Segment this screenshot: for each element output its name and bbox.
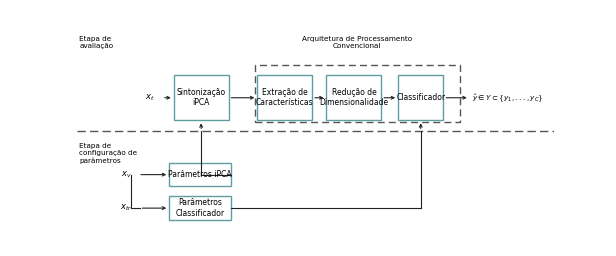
Text: Etapa de
configuração de
parâmetros: Etapa de configuração de parâmetros (79, 143, 137, 164)
Text: Redução de
Dimensionalidade: Redução de Dimensionalidade (319, 88, 389, 108)
Text: $x_{tr}$: $x_{tr}$ (120, 203, 132, 214)
Bar (257, 75, 312, 120)
Bar (169, 196, 231, 220)
Bar (326, 75, 381, 120)
Text: Parâmetros iPCA: Parâmetros iPCA (168, 170, 232, 179)
Bar (174, 75, 229, 120)
Bar (254, 65, 460, 122)
Text: Extração de
Características: Extração de Características (256, 88, 314, 108)
Text: Classificador: Classificador (396, 93, 445, 102)
Text: Parâmetros
Classificador: Parâmetros Classificador (176, 198, 225, 218)
Bar (398, 75, 444, 120)
Bar (169, 163, 231, 186)
Text: $x_v$: $x_v$ (121, 169, 132, 180)
Text: Arquitetura de Processamento
Convencional: Arquitetura de Processamento Convenciona… (302, 36, 412, 49)
Text: $\hat{y}\in Y \subset \{y_1,...,y_C\}$: $\hat{y}\in Y \subset \{y_1,...,y_C\}$ (472, 92, 544, 104)
Text: Sintonização
iPCA: Sintonização iPCA (177, 88, 225, 108)
Text: $x_t$: $x_t$ (145, 92, 155, 103)
Text: Etapa de
avaliação: Etapa de avaliação (79, 36, 113, 49)
